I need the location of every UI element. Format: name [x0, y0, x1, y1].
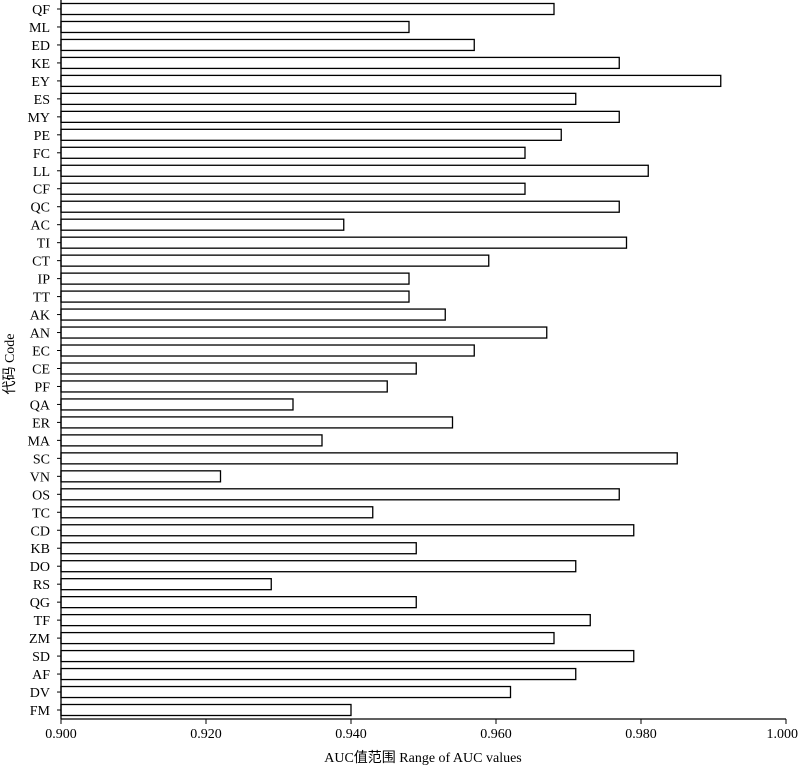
- category-label-af: AF: [32, 668, 50, 683]
- category-label-qf: QF: [32, 3, 50, 18]
- category-label-do: DO: [30, 560, 50, 575]
- category-label-qg: QG: [30, 596, 50, 611]
- bar-cd: [60, 524, 635, 537]
- category-label-rs: RS: [33, 578, 50, 593]
- category-label-tf: TF: [34, 614, 51, 629]
- bar-ed: [60, 38, 475, 52]
- bar-qa: [60, 398, 294, 411]
- category-label-ed: ED: [31, 39, 50, 54]
- category-label-sc: SC: [33, 452, 50, 467]
- bar-ac: [60, 218, 345, 231]
- bar-my: [60, 110, 620, 123]
- category-label-ip: IP: [38, 273, 51, 288]
- category-label-ma: MA: [27, 434, 50, 449]
- category-label-ec: EC: [32, 345, 50, 360]
- bar-ak: [60, 308, 446, 321]
- bar-vn: [60, 470, 222, 483]
- bar-do: [60, 560, 577, 573]
- y-axis-title: 代码 Code: [2, 333, 18, 394]
- bar-ey: [60, 74, 722, 88]
- ticks-layer: [57, 8, 787, 724]
- bar-tf: [60, 613, 591, 627]
- bar-ct: [60, 254, 490, 267]
- x-tick-label: 1.000: [767, 727, 799, 742]
- category-label-qa: QA: [30, 398, 51, 413]
- category-label-cf: CF: [33, 183, 50, 198]
- bar-dv: [60, 685, 512, 699]
- bar-sc: [60, 452, 678, 465]
- category-label-dv: DV: [30, 686, 50, 701]
- bar-es: [60, 92, 577, 106]
- category-label-er: ER: [32, 416, 51, 431]
- x-tick-label: 0.980: [625, 727, 657, 742]
- bar-cf: [60, 182, 526, 195]
- bars-layer: [60, 2, 722, 717]
- category-label-sd: SD: [32, 650, 50, 665]
- x-tick-label: 0.920: [190, 727, 222, 742]
- category-label-kb: KB: [31, 542, 50, 557]
- category-label-ey: EY: [31, 75, 50, 90]
- x-axis-title: AUC值范围 Range of AUC values: [324, 749, 522, 766]
- bar-af: [60, 667, 577, 681]
- bar-zm: [60, 631, 555, 645]
- category-label-pf: PF: [34, 380, 50, 395]
- bar-pe: [60, 128, 562, 141]
- bar-er: [60, 416, 454, 429]
- bar-fc: [60, 146, 526, 159]
- bar-ll: [60, 164, 649, 177]
- bar-qf: [60, 2, 555, 16]
- bar-tt: [60, 290, 410, 303]
- category-label-an: AN: [30, 327, 50, 342]
- category-label-fm: FM: [30, 704, 51, 719]
- bar-ec: [60, 344, 475, 357]
- axes-layer: [60, 0, 786, 720]
- category-label-ac: AC: [31, 219, 50, 234]
- category-label-vn: VN: [30, 470, 50, 485]
- category-label-tt: TT: [33, 291, 51, 306]
- x-tick-label: 0.940: [335, 727, 367, 742]
- x-tick-label: 0.900: [45, 727, 77, 742]
- bar-os: [60, 488, 620, 501]
- bar-ke: [60, 56, 620, 70]
- category-label-fc: FC: [33, 147, 50, 162]
- category-label-ti: TI: [37, 237, 51, 252]
- category-label-ml: ML: [29, 21, 50, 36]
- bar-ma: [60, 434, 323, 447]
- bar-an: [60, 326, 548, 339]
- x-tick-label: 0.960: [480, 727, 512, 742]
- bar-fm: [60, 703, 352, 717]
- bar-qc: [60, 200, 620, 213]
- category-label-ak: AK: [30, 309, 50, 324]
- category-label-pe: PE: [34, 129, 50, 144]
- bar-rs: [60, 578, 272, 591]
- category-label-qc: QC: [31, 201, 50, 216]
- category-label-zm: ZM: [29, 632, 51, 647]
- category-label-cd: CD: [31, 524, 50, 539]
- bar-sd: [60, 649, 635, 663]
- labels-layer: QF ML ED KE EY ES MY PE FC LL CF QC AC TI CT IP TT AK AN EC…: [27, 3, 798, 742]
- bar-kb: [60, 542, 417, 555]
- bar-tc: [60, 506, 374, 519]
- category-label-os: OS: [32, 488, 50, 503]
- bar-ce: [60, 362, 417, 375]
- bar-ti: [60, 236, 628, 249]
- category-label-ce: CE: [32, 362, 50, 377]
- category-label-ct: CT: [32, 255, 50, 270]
- bar-pf: [60, 380, 388, 393]
- bar-qg: [60, 596, 417, 609]
- category-label-ke: KE: [31, 57, 50, 72]
- category-label-my: MY: [27, 111, 50, 126]
- bar-ip: [60, 272, 410, 285]
- category-label-es: ES: [34, 93, 50, 108]
- bar-ml: [60, 20, 410, 34]
- category-label-ll: LL: [33, 165, 50, 180]
- category-label-tc: TC: [32, 506, 50, 521]
